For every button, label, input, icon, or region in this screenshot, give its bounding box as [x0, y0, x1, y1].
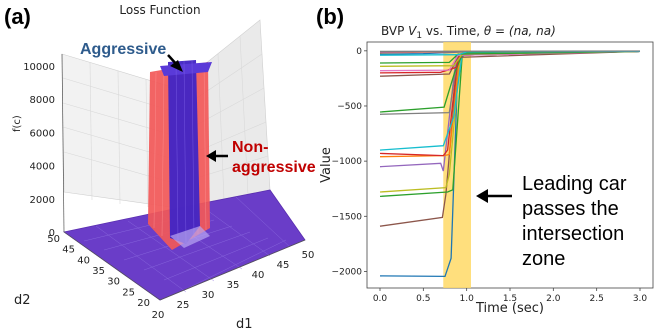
d2-tick-label: 35	[92, 266, 105, 277]
d1-tick-label: 25	[177, 300, 190, 311]
z-tick-label: 10000	[23, 62, 55, 73]
x-axis-line	[159, 239, 306, 301]
surface-plot	[61, 19, 306, 301]
y-tick-label: −1000	[332, 157, 363, 167]
chart-a-title: Loss Function	[119, 3, 200, 17]
line-chart: 0.0 0.5 1.0 1.5 2.0 2.5 3.0 0 −500 −1000 −1500 −20…	[332, 41, 654, 304]
z-tick-label: 8000	[30, 95, 55, 106]
x-tick-label: 2.0	[546, 294, 561, 304]
y-tick-labels: 0 −500 −1000 −1500 −2000	[332, 47, 367, 277]
d2-tick-label: 50	[47, 234, 60, 245]
panel-label-b: (b)	[316, 4, 344, 29]
d1-tick-label: 50	[302, 250, 315, 261]
y-tick-label: −2000	[332, 267, 363, 277]
d2-tick-label: 20	[137, 298, 150, 309]
panel-label-a: (a)	[4, 4, 31, 29]
non-aggressive-label-2: aggressive	[232, 159, 316, 176]
series-line-4	[379, 50, 641, 172]
d2-axis-label: d2	[14, 293, 31, 308]
x-tick-label: 1.0	[460, 294, 475, 304]
aggressive-label: Aggressive	[80, 41, 166, 58]
d1-tick-label: 40	[252, 270, 265, 281]
d2-tick-label: 45	[62, 245, 75, 256]
y-tick-label: −1500	[332, 212, 363, 222]
series-line-9	[379, 50, 641, 113]
x-tick-label: 3.0	[633, 294, 648, 304]
series-line-14	[379, 50, 641, 64]
z-tick-label: 0	[49, 228, 55, 239]
z-tick-label: 4000	[30, 162, 55, 173]
series-line-6	[379, 50, 641, 157]
annotation-line-1: Leading car	[522, 173, 627, 195]
chart-b-title: BVP V1 vs. Time, θ = (na, na)	[381, 24, 556, 41]
x-tick-label: 0.0	[373, 294, 388, 304]
d2-tick-label: 40	[77, 255, 90, 266]
annotation-line-3: intersection	[522, 223, 624, 245]
non-aggressive-label-1: Non-	[232, 139, 268, 156]
d1-tick-label: 20	[152, 310, 165, 321]
x-tick-labels: 0.0 0.5 1.0 1.5 2.0 2.5 3.0	[373, 288, 648, 304]
z-tick-labels: 0 2000 4000 6000 8000 10000	[23, 62, 55, 239]
d1-tick-labels: 20 25 30 35 40 45 50	[152, 250, 315, 321]
y-tick-label: 0	[356, 47, 362, 57]
d1-axis-label: d1	[236, 317, 253, 332]
d1-tick-label: 30	[202, 290, 215, 301]
y-tick-label: −500	[337, 102, 362, 112]
series-line-8	[379, 50, 641, 115]
z-axis-line	[61, 53, 65, 233]
series-line-5	[379, 50, 641, 158]
d2-tick-label: 30	[107, 277, 120, 288]
annotation-line-2: passes the	[522, 198, 619, 220]
d1-tick-label: 35	[227, 280, 240, 291]
z-tick-label: 2000	[30, 195, 55, 206]
aggressive-surface	[168, 60, 200, 244]
annotation-line-4: zone	[522, 248, 565, 270]
y-axis-label: Value	[319, 147, 334, 183]
series-group	[379, 50, 641, 278]
x-tick-label: 2.5	[590, 294, 604, 304]
y-axis-line	[63, 231, 161, 301]
x-tick-label: 1.5	[503, 294, 517, 304]
x-axis-label: Time (sec)	[475, 301, 544, 316]
z-tick-label: 6000	[30, 128, 55, 139]
z-axis-label: f(c)	[12, 115, 23, 132]
d2-tick-label: 25	[122, 287, 135, 298]
x-tick-label: 0.5	[416, 294, 430, 304]
d1-tick-label: 45	[277, 260, 290, 271]
